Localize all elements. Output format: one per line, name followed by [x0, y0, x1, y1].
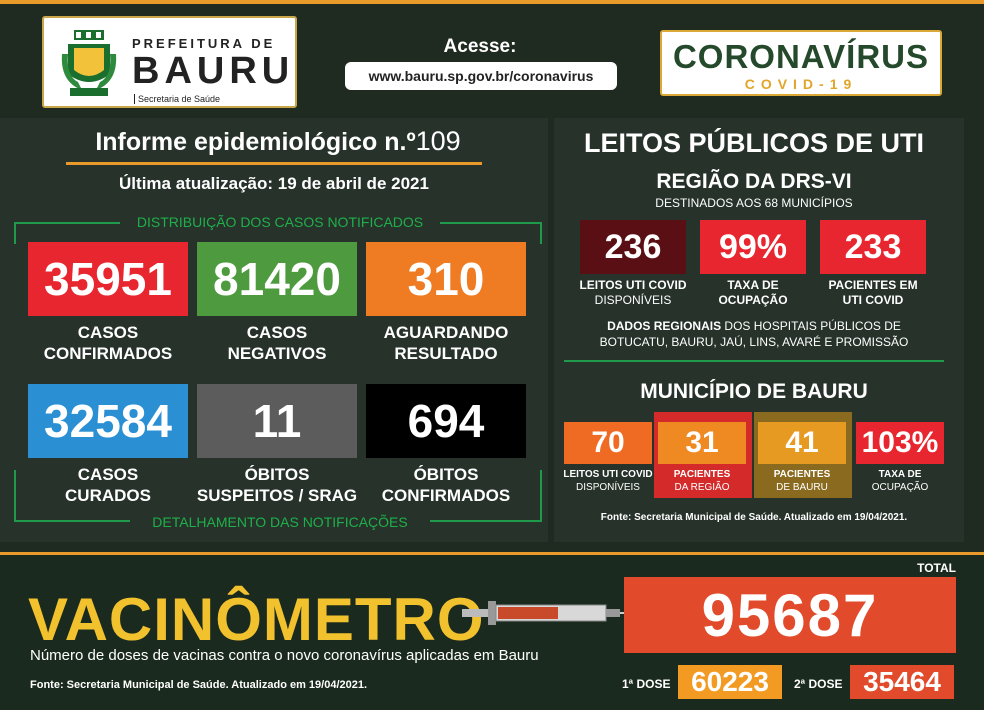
case-card-sublabel: CONFIRMADOS: [381, 486, 511, 505]
region-card-value: 99%: [700, 220, 806, 274]
uti-panel: LEITOS PÚBLICOS DE UTI REGIÃO DA DRS-VI …: [554, 118, 964, 542]
report-panel: Informe epidemiológico n.º109 Última atu…: [0, 118, 548, 542]
brand-box: CORONAVÍRUS COVID-19: [660, 30, 942, 96]
case-card-value: 32584: [28, 384, 188, 458]
city-card-label: TAXA DE: [878, 469, 922, 480]
case-card-label: CASOS: [77, 323, 139, 342]
case-card-value: 694: [366, 384, 526, 458]
city-card-sublabel: DA REGIÃO: [674, 482, 730, 493]
city-card-sublabel: OCUPAÇÃO: [871, 482, 929, 493]
dose1-value: 60223: [678, 665, 782, 699]
region-card-label: PACIENTES EM: [828, 278, 918, 292]
region-card-sublabel: UTI COVID: [842, 293, 904, 307]
region-card-sublabel: DISPONÍVEIS: [594, 293, 672, 307]
region-card-sublabel: OCUPAÇÃO: [718, 293, 788, 307]
city-prefix: PREFEITURA DE: [132, 36, 276, 51]
syringe-icon: [462, 595, 662, 631]
report-number: 109: [415, 126, 461, 156]
case-card-label: CASOS: [77, 465, 139, 484]
city-card-value: 31: [658, 422, 746, 464]
department: Secretaria de Saúde: [134, 94, 220, 104]
vacina-panel: VACINÔMETRO Número de doses de vacinas c…: [0, 552, 984, 710]
url-link[interactable]: www.bauru.sp.gov.br/coronavirus: [345, 62, 617, 90]
regional-bold: DADOS REGIONAIS: [607, 319, 722, 333]
case-card-value: 310: [366, 242, 526, 316]
brand-sub: COVID-19: [744, 76, 858, 92]
top-stripe: [0, 0, 984, 4]
case-card-value: 11: [197, 384, 357, 458]
uti-region: REGIÃO DA DRS-VI: [656, 170, 852, 193]
regional-text2: BOTUCATU, BAURU, JAÚ, LINS, AVARÉ E PROM…: [599, 335, 909, 349]
city-card-label: PACIENTES: [673, 469, 731, 480]
uti-region-sub: DESTINADOS AOS 68 MUNICÍPIOS: [655, 196, 853, 210]
header: PREFEITURA DE BAURU Secretaria de Saúde …: [0, 4, 984, 112]
region-card-value: 236: [580, 220, 686, 274]
dose1-label: 1ª DOSE: [622, 677, 671, 691]
report-title: Informe epidemiológico n.º109: [76, 126, 480, 157]
access-label: Acesse:: [443, 36, 517, 57]
detail-label: DETALHAMENTO DAS NOTIFICAÇÕES: [130, 514, 430, 530]
total-value: 95687: [624, 577, 956, 653]
total-label: TOTAL: [917, 561, 956, 575]
brand-title: CORONAVÍRUS: [672, 38, 930, 75]
case-card-value: 35951: [28, 242, 188, 316]
uti-source: Fonte: Secretaria Municipal de Saúde. At…: [600, 512, 908, 523]
city-card-sublabel: DE BAURU: [776, 482, 828, 493]
city-card-value: 103%: [856, 422, 944, 464]
city-card-value: 41: [758, 422, 846, 464]
case-card-sublabel: CONFIRMADOS: [43, 344, 173, 363]
report-title-underline: [66, 162, 482, 165]
case-card-label: ÓBITOS: [244, 465, 310, 484]
region-card-label: LEITOS UTI COVID: [579, 278, 687, 292]
case-card-sublabel: NEGATIVOS: [227, 344, 327, 363]
report-title-text: Informe epidemiológico n.º: [95, 128, 416, 156]
uti-title: LEITOS PÚBLICOS DE UTI: [583, 128, 925, 158]
city-logo-box: PREFEITURA DE BAURU Secretaria de Saúde: [42, 16, 297, 108]
city-title: MUNICÍPIO DE BAURU: [640, 380, 868, 403]
vacina-source: Fonte: Secretaria Municipal de Saúde. At…: [30, 679, 368, 691]
region-card-value: 233: [820, 220, 926, 274]
coat-of-arms-icon: [60, 30, 118, 98]
city-card-value: 70: [564, 422, 652, 464]
case-card-sublabel: RESULTADO: [394, 344, 498, 363]
city-card-label: PACIENTES: [773, 469, 831, 480]
dose2-value: 35464: [850, 665, 954, 699]
city-card-sublabel: DISPONÍVEIS: [576, 482, 640, 493]
uti-divider: [564, 360, 944, 362]
case-card-label: AGUARDANDO: [383, 323, 509, 342]
regional-note: DADOS REGIONAIS DOS HOSPITAIS PÚBLICOS D…: [554, 318, 954, 350]
case-card-label: CASOS: [246, 323, 308, 342]
dist-label: DISTRIBUIÇÃO DOS CASOS NOTIFICADOS: [120, 214, 440, 230]
case-card-sublabel: CURADOS: [65, 486, 151, 505]
case-card-label: ÓBITOS: [413, 465, 479, 484]
case-card-value: 81420: [197, 242, 357, 316]
case-card-sublabel: SUSPEITOS / SRAG: [196, 486, 358, 505]
vacina-title: VACINÔMETRO: [28, 586, 485, 653]
region-card-label: TAXA DE: [727, 278, 779, 292]
report-updated: Última atualização: 19 de abril de 2021: [119, 174, 429, 193]
city-card-label: LEITOS UTI COVID: [563, 469, 653, 480]
dose2-label: 2ª DOSE: [794, 677, 843, 691]
city-name: BAURU: [132, 50, 295, 92]
regional-text: DOS HOSPITAIS PÚBLICOS DE: [721, 319, 901, 333]
vacina-desc: Número de doses de vacinas contra o novo…: [30, 647, 539, 664]
